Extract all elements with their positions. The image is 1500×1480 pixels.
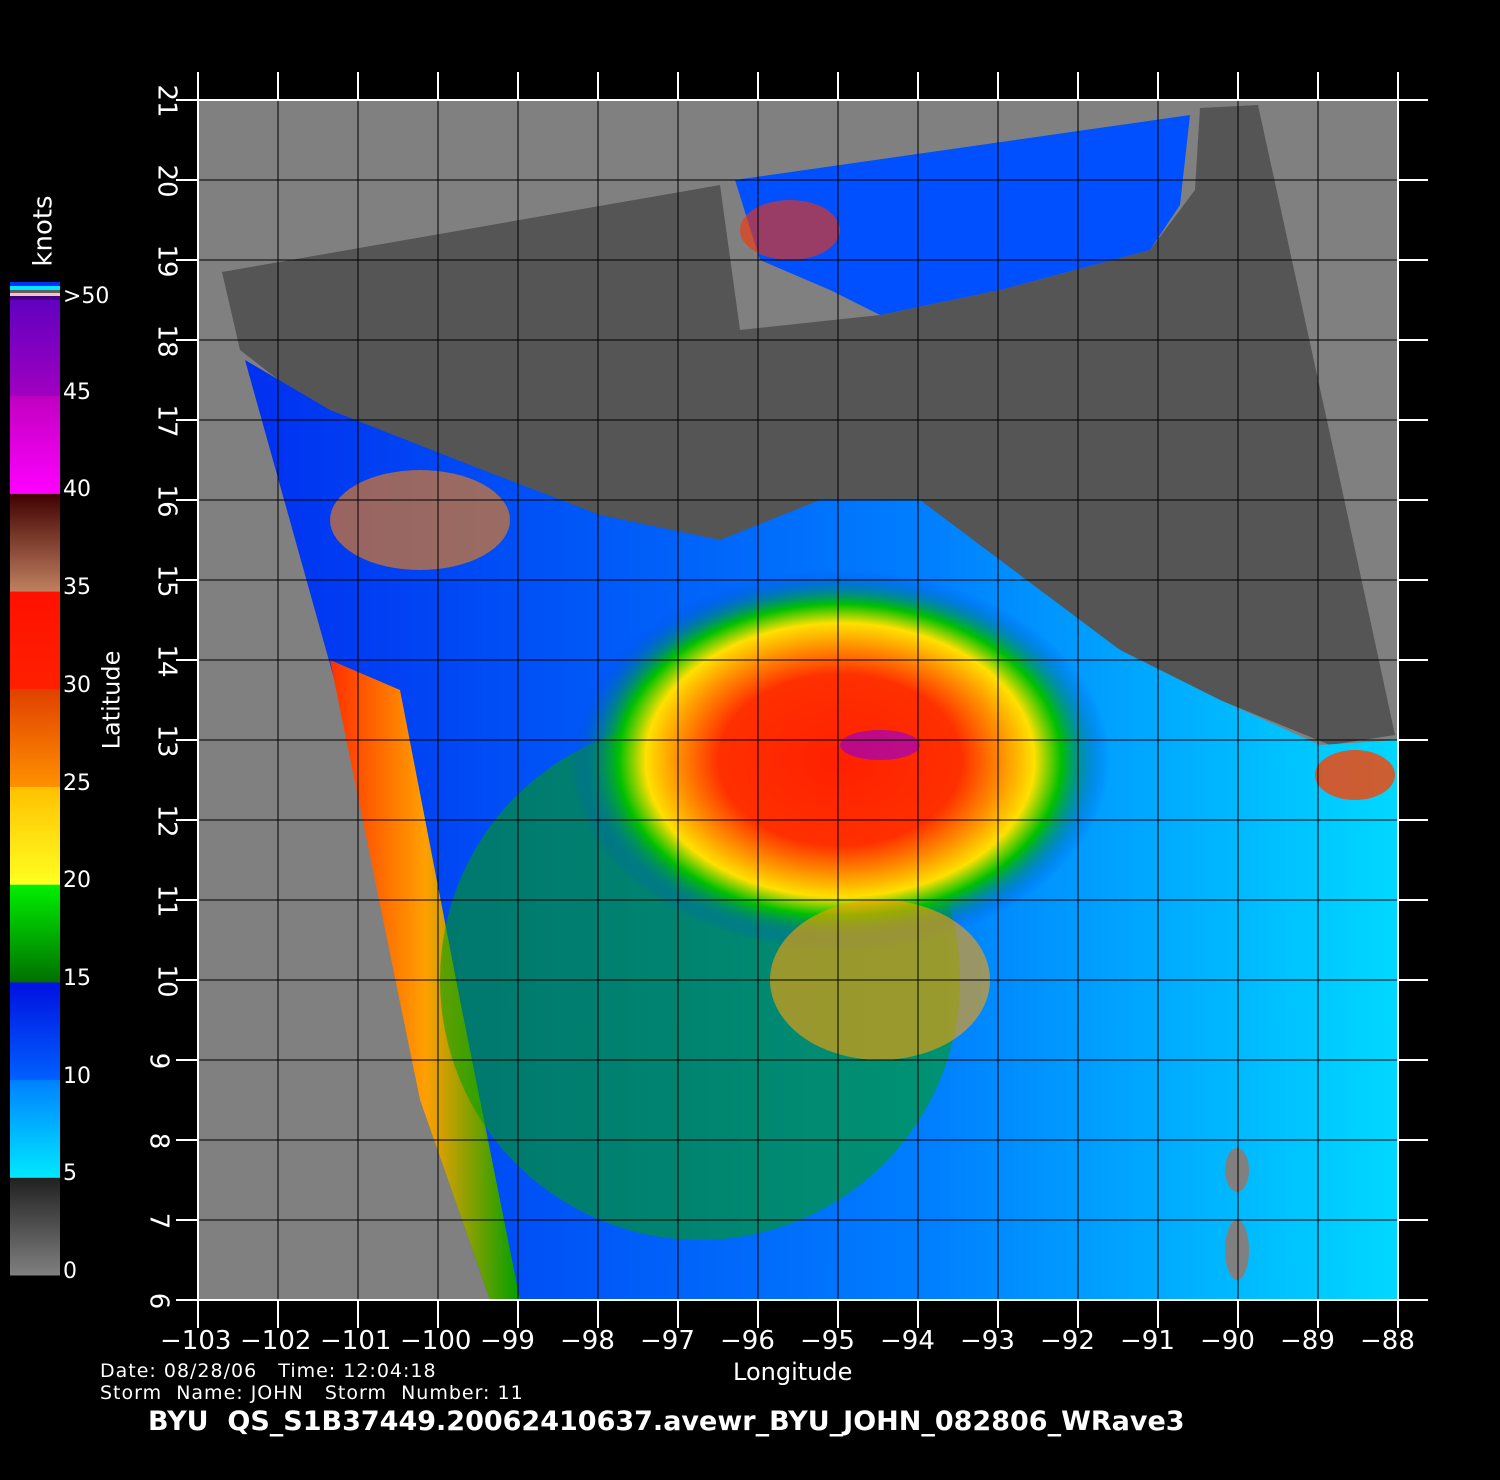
lon-tick-label: −99 bbox=[480, 1326, 535, 1356]
lat-tick-label: 10 bbox=[151, 964, 182, 998]
colorbar-segment bbox=[10, 1079, 60, 1178]
colorbar-overflow-band bbox=[10, 290, 60, 294]
colorbar-segment bbox=[10, 395, 60, 494]
colorbar-overflow-band bbox=[10, 286, 60, 290]
colorbar-segment bbox=[10, 981, 60, 1081]
hurricane-john-wind-field bbox=[570, 570, 1110, 950]
colorbar-segment bbox=[10, 591, 60, 690]
lat-tick-label: 12 bbox=[151, 804, 182, 838]
colorbar-label: 40 bbox=[63, 477, 91, 503]
colorbar-segment bbox=[10, 493, 60, 592]
lon-tick-label: −88 bbox=[1360, 1326, 1415, 1356]
lat-tick-label: 7 bbox=[143, 1212, 174, 1230]
lat-tick-label: 8 bbox=[143, 1132, 174, 1150]
swath-north bbox=[735, 115, 1190, 315]
lat-tick-label: 9 bbox=[143, 1052, 174, 1070]
east-cells bbox=[1315, 750, 1395, 800]
colorbar-overflow-band bbox=[10, 282, 60, 286]
north-cells bbox=[330, 470, 510, 570]
colorbar-overflow-band bbox=[10, 293, 60, 297]
lat-tick-label: 6 bbox=[143, 1292, 174, 1310]
island bbox=[1225, 1148, 1249, 1192]
date-time: Date: 08/28/06 Time: 12:04:18 bbox=[100, 1360, 437, 1382]
plot-frame bbox=[197, 99, 1399, 1301]
colorbar-label: 45 bbox=[63, 379, 91, 405]
north-swath-cells bbox=[740, 200, 840, 260]
lon-tick-label: −90 bbox=[1200, 1326, 1255, 1356]
x-axis-label: Longitude bbox=[733, 1358, 853, 1386]
colorbar-label: 15 bbox=[63, 965, 91, 991]
colorbar-label: 30 bbox=[63, 672, 91, 698]
colorbar-unit: knots bbox=[28, 195, 59, 267]
island bbox=[1225, 1220, 1249, 1280]
storm-info: Storm Name: JOHN Storm Number: 11 bbox=[100, 1382, 524, 1404]
lon-tick-label: −89 bbox=[1280, 1326, 1335, 1356]
y-axis-label: Latitude bbox=[97, 650, 126, 750]
colorbar-label: 35 bbox=[63, 575, 91, 601]
lon-tick-label: −102 bbox=[240, 1326, 312, 1356]
colorbar-label: 25 bbox=[63, 770, 91, 796]
lon-tick-label: −98 bbox=[560, 1326, 615, 1356]
colorbar-segment bbox=[10, 688, 60, 787]
lat-tick-label: 19 bbox=[151, 244, 182, 278]
colorbar-label: 0 bbox=[63, 1259, 77, 1284]
colorbar-segment bbox=[10, 786, 60, 885]
lat-tick-label: 16 bbox=[151, 484, 182, 518]
lat-tick-label: 15 bbox=[151, 564, 182, 598]
lon-tick-label: −93 bbox=[960, 1326, 1015, 1356]
colorbar-segment bbox=[10, 1177, 60, 1276]
colorbar-label: 5 bbox=[63, 1161, 77, 1187]
lat-tick-label: 14 bbox=[151, 644, 182, 678]
lat-tick-label: 13 bbox=[151, 724, 182, 758]
lon-tick-label: −94 bbox=[880, 1326, 935, 1356]
colorbar-segment bbox=[10, 298, 60, 397]
lon-tick-label: −96 bbox=[720, 1326, 775, 1356]
land-mexico bbox=[222, 105, 1395, 745]
colorbar-label: 20 bbox=[63, 868, 91, 894]
colorbar-label: 10 bbox=[63, 1063, 91, 1089]
lon-tick-label: −91 bbox=[1120, 1326, 1175, 1356]
lon-tick-label: −100 bbox=[400, 1326, 472, 1356]
lon-tick-label: −103 bbox=[160, 1326, 232, 1356]
colorbar-label: >50 bbox=[63, 284, 110, 309]
product-title: BYU QS_S1B37449.20062410637.avewr_BYU_JO… bbox=[148, 1406, 1185, 1437]
lon-tick-label: −92 bbox=[1040, 1326, 1095, 1356]
colorbar-segment bbox=[10, 884, 60, 983]
lat-tick-label: 18 bbox=[151, 324, 182, 358]
lat-tick-label: 11 bbox=[151, 884, 182, 918]
lon-tick-label: −95 bbox=[800, 1326, 855, 1356]
lat-tick-label: 21 bbox=[151, 84, 182, 118]
colorbar-overflow-band bbox=[10, 296, 60, 300]
lon-tick-label: −97 bbox=[640, 1326, 695, 1356]
storm-core bbox=[840, 730, 920, 760]
lat-tick-label: 20 bbox=[151, 164, 182, 198]
lat-tick-label: 17 bbox=[151, 404, 182, 438]
lon-tick-label: −101 bbox=[320, 1326, 392, 1356]
